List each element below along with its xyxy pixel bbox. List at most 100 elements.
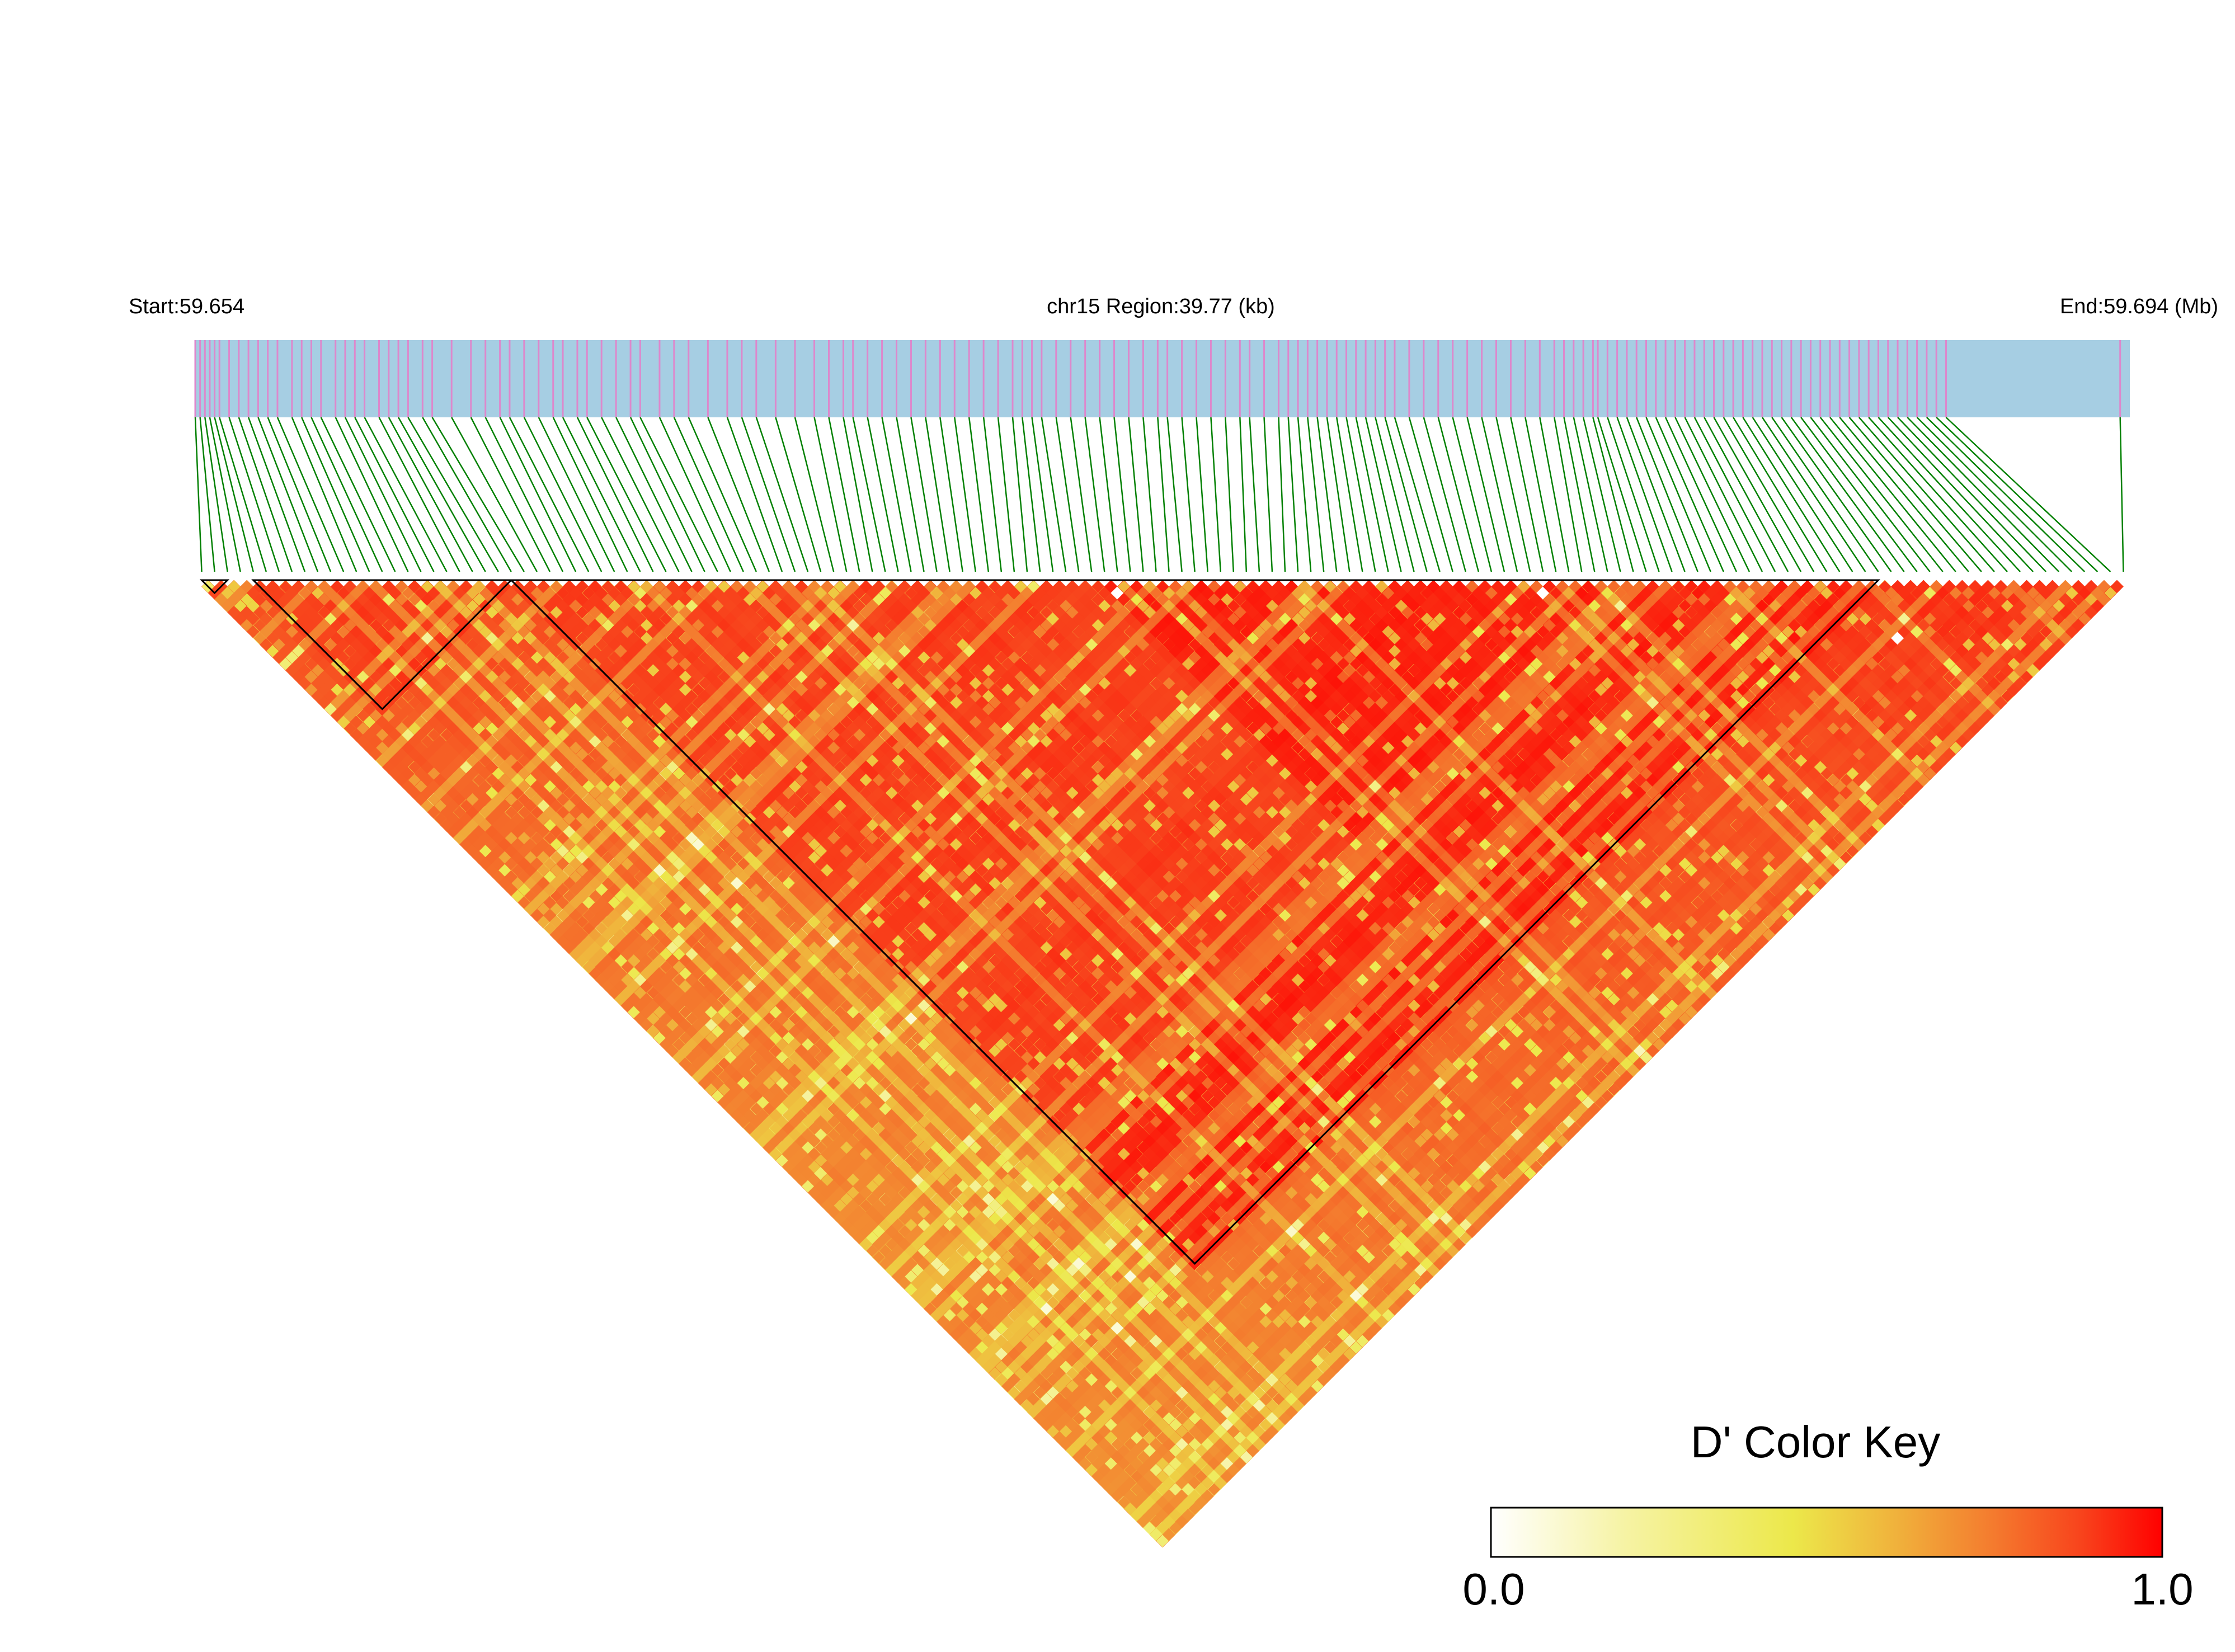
region-title: chr15 Region:39.77 (kb) — [1047, 295, 1275, 318]
snp-connector — [1878, 417, 2021, 572]
snp-connector — [1510, 417, 1544, 572]
snp-connector — [1394, 417, 1441, 572]
snp-tick — [1514, 572, 1519, 575]
snp-tick — [225, 572, 230, 575]
snp-connector — [1307, 417, 1325, 572]
snp-connector — [688, 417, 757, 572]
snp-connector — [1597, 417, 1647, 572]
snp-connector — [291, 417, 357, 572]
snp-connector — [1297, 417, 1312, 572]
snp-connector — [1761, 417, 1866, 572]
snp-tick — [1592, 572, 1597, 575]
snp-tick — [457, 572, 462, 575]
snp-tick — [1051, 572, 1056, 575]
snp-connector — [910, 417, 938, 572]
snp-connector — [1142, 417, 1157, 572]
snp-tick — [1179, 572, 1184, 575]
snp-tick — [1618, 572, 1623, 575]
snp-tick — [1166, 572, 1171, 575]
snp-tick — [1296, 572, 1301, 575]
snp-connector — [1070, 417, 1093, 572]
snp-connector — [257, 417, 319, 572]
snp-tick — [1682, 572, 1687, 575]
snp-tick — [354, 572, 359, 575]
snp-connector — [1157, 417, 1170, 572]
snp-tick — [1927, 572, 1932, 575]
snp-connector — [344, 417, 422, 572]
snp-tick — [1205, 572, 1210, 575]
snp-connector — [843, 417, 873, 572]
snp-connector — [1800, 417, 1918, 572]
snp-tick — [238, 572, 243, 575]
snp-tick — [1334, 572, 1339, 575]
snp-connector — [1287, 417, 1299, 572]
snp-connector — [629, 417, 705, 572]
snp-connector — [1466, 417, 1505, 572]
snp-connector — [1166, 417, 1183, 572]
region-start-label: Start:59.654 — [129, 295, 244, 318]
snp-tick — [2031, 572, 2036, 575]
snp-connector — [335, 417, 409, 572]
snp-connector — [1636, 417, 1698, 572]
snp-connector — [1031, 417, 1054, 572]
snp-tick — [1811, 572, 1817, 575]
snp-tick — [1657, 572, 1662, 575]
snp-tick — [1024, 572, 1029, 575]
snp-tick — [870, 572, 875, 575]
snp-connector — [247, 417, 306, 572]
snp-tick — [1489, 572, 1494, 575]
snp-tick — [1631, 572, 1636, 575]
snp-tick — [676, 572, 681, 575]
snp-tick — [625, 572, 630, 575]
snp-tick — [896, 572, 901, 575]
snp-tick — [199, 572, 204, 575]
snp-connector — [1626, 417, 1686, 572]
snp-connector — [1573, 417, 1608, 572]
snp-tick — [1644, 572, 1649, 575]
snp-tick — [1528, 572, 1533, 575]
snp-tick — [1759, 572, 1765, 575]
snp-connector — [320, 417, 396, 572]
snp-tick — [561, 572, 566, 575]
snp-connector — [552, 417, 628, 572]
snp-connector — [1897, 417, 2047, 572]
snp-tick — [638, 572, 643, 575]
snp-connector — [1196, 417, 1208, 572]
snp-tick — [1605, 572, 1610, 575]
snp-connector — [1790, 417, 1905, 572]
snp-tick — [792, 572, 797, 575]
snp-connector — [1408, 417, 1453, 572]
snp-connector — [852, 417, 886, 572]
snp-connector — [775, 417, 822, 572]
snp-tick — [1669, 572, 1674, 575]
snp-connector — [794, 417, 835, 572]
snp-markers — [194, 340, 2121, 417]
snp-connector — [1495, 417, 1531, 572]
snp-connector — [707, 417, 770, 572]
snp-connector — [388, 417, 473, 572]
snp-tick — [1708, 572, 1713, 575]
snp-connector — [1055, 417, 1080, 572]
snp-connector — [755, 417, 809, 572]
snp-tick — [844, 572, 849, 575]
snp-connector — [1887, 417, 2034, 572]
snp-tick — [947, 572, 952, 575]
snp-tick — [754, 572, 759, 575]
snp-tick — [1566, 572, 1571, 575]
snp-tick — [393, 572, 398, 575]
snp-connector — [1607, 417, 1660, 572]
snp-tick — [1463, 572, 1468, 575]
snp-connector — [1481, 417, 1518, 572]
snp-connector — [499, 417, 577, 572]
snp-tick — [1824, 572, 1829, 575]
snp-connector — [1249, 417, 1260, 572]
snp-connector — [1848, 417, 1982, 572]
snp-tick — [664, 572, 669, 575]
snp-connector — [1616, 417, 1673, 572]
snp-tick — [1218, 572, 1223, 575]
snp-connector — [276, 417, 345, 572]
snp-connector — [1936, 417, 2098, 572]
snp-tick — [1837, 572, 1842, 575]
snp-tick — [406, 572, 411, 575]
snp-connector — [954, 417, 976, 572]
